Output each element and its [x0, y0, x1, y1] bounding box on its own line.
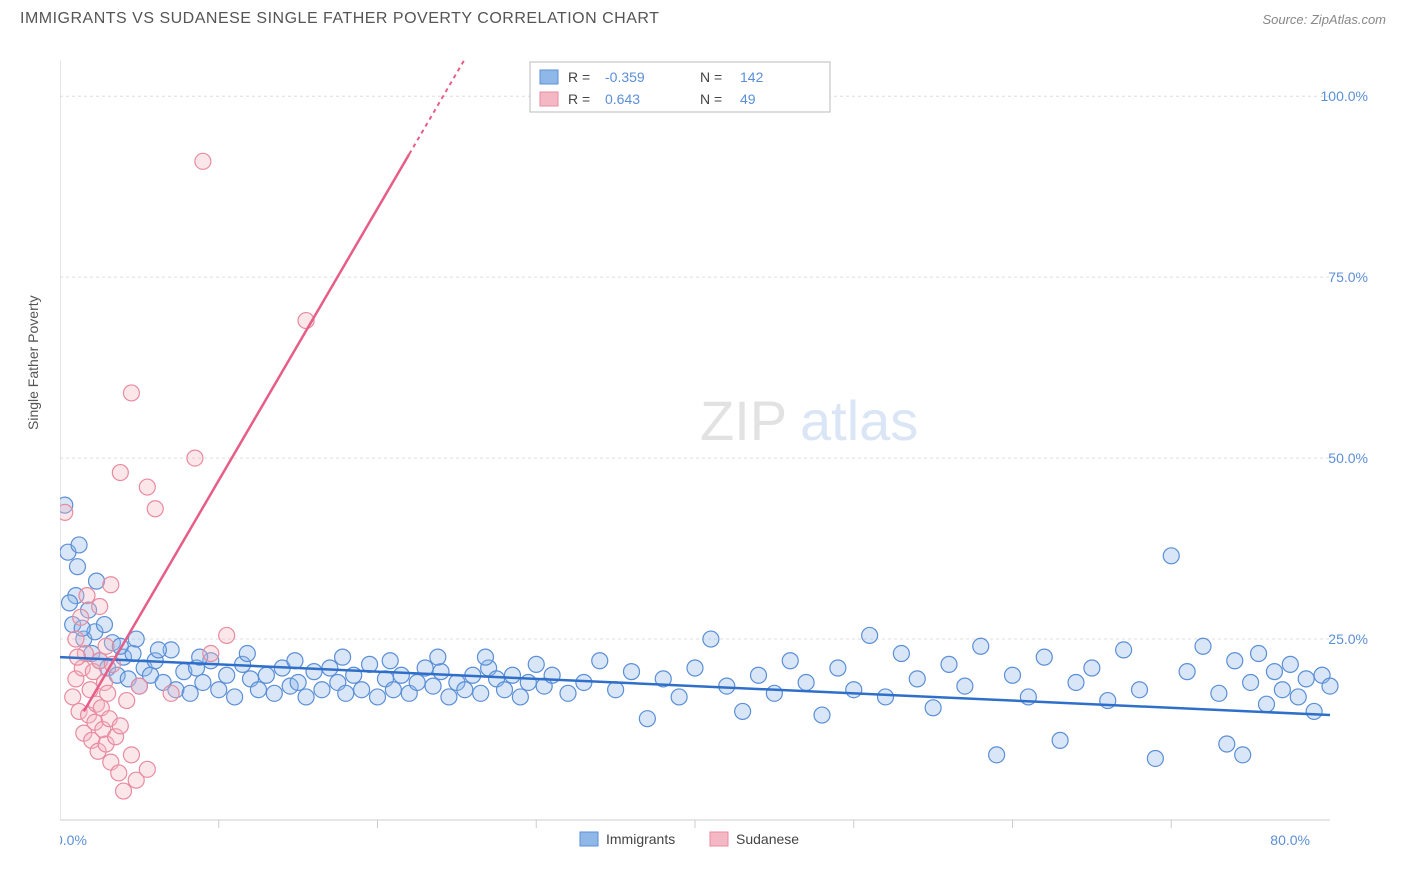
- svg-text:Immigrants: Immigrants: [606, 831, 675, 847]
- svg-text:R =: R =: [568, 91, 590, 107]
- chart-area: 25.0%50.0%75.0%100.0%0.0%80.0%ZIPatlasR …: [60, 60, 1370, 840]
- svg-text:ZIP: ZIP: [700, 389, 787, 452]
- svg-text:Sudanese: Sudanese: [736, 831, 799, 847]
- chart-title: IMMIGRANTS VS SUDANESE SINGLE FATHER POV…: [20, 10, 659, 28]
- svg-text:-0.359: -0.359: [605, 69, 645, 85]
- svg-text:142: 142: [740, 69, 764, 85]
- svg-text:N =: N =: [700, 69, 722, 85]
- scatter-chart-svg: 25.0% 50.0% 75.0% 100.0% 0.0% 80.0% ZIPatlas R …: [60, 60, 1370, 880]
- svg-text:0.643: 0.643: [605, 91, 640, 107]
- svg-text:0.0%: 0.0%: [60, 832, 87, 848]
- y-axis-label: Single Father Poverty: [25, 295, 41, 430]
- svg-text:80.0%: 80.0%: [1270, 832, 1310, 848]
- svg-text:atlas: atlas: [800, 389, 918, 452]
- svg-text:50.0%: 50.0%: [1328, 450, 1368, 466]
- source-label: Source: ZipAtlas.com: [1262, 12, 1386, 27]
- svg-text:R =: R =: [568, 69, 590, 85]
- svg-text:25.0%: 25.0%: [1328, 631, 1368, 647]
- svg-text:100.0%: 100.0%: [1321, 88, 1368, 104]
- svg-text:75.0%: 75.0%: [1328, 269, 1368, 285]
- svg-text:49: 49: [740, 91, 756, 107]
- svg-text:N =: N =: [700, 91, 722, 107]
